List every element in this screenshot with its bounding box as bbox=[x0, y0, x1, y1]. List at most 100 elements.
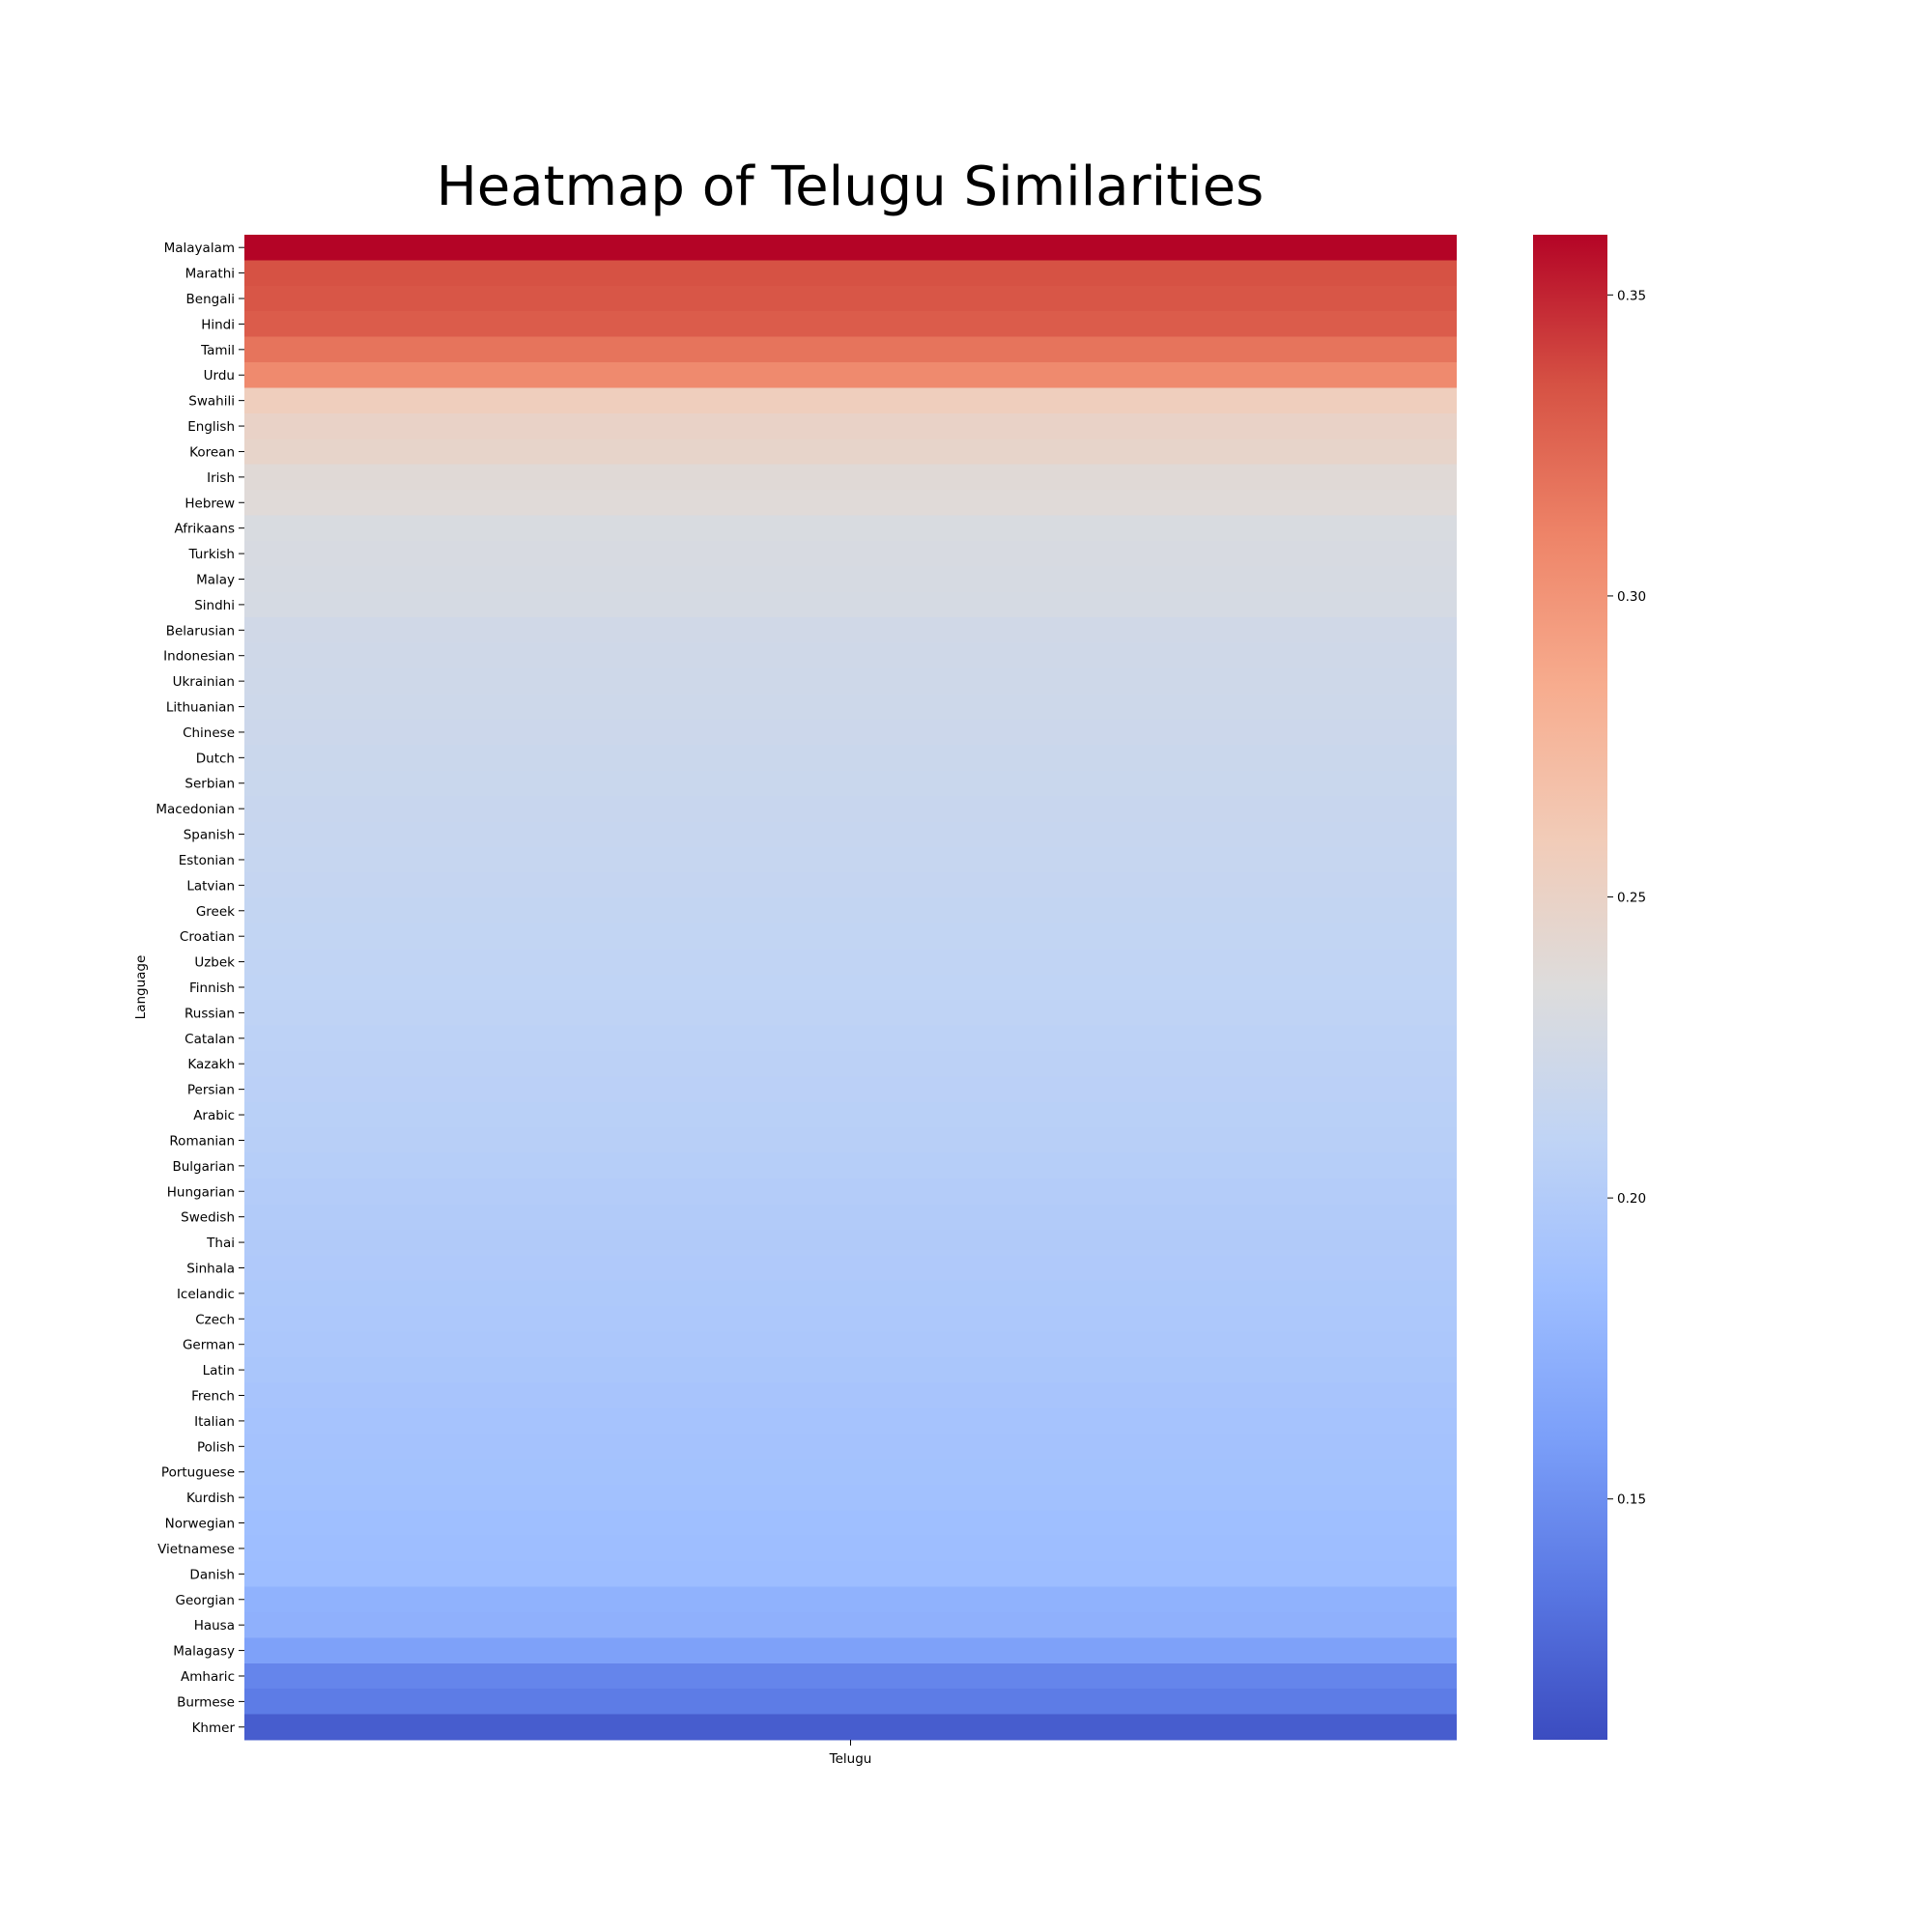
heatmap-cell bbox=[244, 1611, 1457, 1638]
y-tick-label: Swahili bbox=[188, 394, 235, 410]
heatmap-cell bbox=[244, 846, 1457, 873]
y-tick-label: Afrikaans bbox=[174, 522, 235, 537]
y-tick-label: Sinhala bbox=[186, 1261, 235, 1276]
y-axis-ticks: Malayalam Marathi Bengali Hindi Tamil Urdu Swa… bbox=[156, 241, 244, 1736]
heatmap-cell bbox=[244, 949, 1457, 976]
heatmap-cell bbox=[244, 1127, 1457, 1154]
y-tick-label: Hausa bbox=[194, 1618, 235, 1634]
heatmap-cells bbox=[244, 235, 1457, 1741]
y-tick-label: Portuguese bbox=[161, 1465, 235, 1481]
y-tick-label: Ukrainian bbox=[173, 674, 235, 690]
y-tick-label: Bulgarian bbox=[172, 1159, 235, 1175]
heatmap-cell bbox=[244, 285, 1457, 312]
y-tick-label: Romanian bbox=[169, 1133, 235, 1149]
y-tick-label: Korean bbox=[189, 444, 235, 460]
y-tick-label: Hungarian bbox=[167, 1184, 235, 1200]
heatmap-cell bbox=[244, 770, 1457, 797]
y-tick-label: Uzbek bbox=[194, 955, 235, 971]
y-tick-label: Malay bbox=[196, 572, 235, 587]
heatmap-cell bbox=[244, 617, 1457, 644]
y-tick-label: Turkish bbox=[188, 547, 235, 562]
y-tick-label: Hindi bbox=[201, 317, 235, 332]
y-tick-label: Czech bbox=[195, 1312, 235, 1327]
y-tick-label: Kurdish bbox=[186, 1491, 235, 1506]
heatmap-cell bbox=[244, 591, 1457, 618]
heatmap-cell bbox=[244, 897, 1457, 924]
y-tick-label: Georgian bbox=[176, 1593, 236, 1608]
heatmap-cell bbox=[244, 235, 1457, 262]
y-tick-label: Spanish bbox=[184, 828, 235, 843]
y-tick-label: Croatian bbox=[180, 929, 235, 945]
y-axis-label: Language bbox=[133, 955, 149, 1020]
heatmap-cell bbox=[244, 1434, 1457, 1461]
y-tick-label: Indonesian bbox=[163, 649, 235, 665]
y-tick-label: Thai bbox=[206, 1236, 235, 1251]
colorbar-tick-label: 0.30 bbox=[1617, 589, 1646, 605]
y-tick-label: Urdu bbox=[204, 368, 235, 384]
y-tick-label: Finnish bbox=[189, 980, 235, 996]
heatmap-cell bbox=[244, 1356, 1457, 1383]
heatmap-cell bbox=[244, 1152, 1457, 1179]
y-tick-label: Hebrew bbox=[185, 496, 235, 511]
heatmap-cell bbox=[244, 1101, 1457, 1128]
y-tick-label: Belarusian bbox=[166, 623, 235, 639]
heatmap-cell bbox=[244, 795, 1457, 822]
y-tick-label: Lithuanian bbox=[166, 700, 235, 716]
y-tick-label: Latin bbox=[203, 1363, 235, 1378]
heatmap-cell bbox=[244, 1459, 1457, 1486]
heatmap-cell bbox=[244, 260, 1457, 287]
colorbar-tick-label: 0.35 bbox=[1617, 288, 1646, 303]
heatmap-cell bbox=[244, 1306, 1457, 1333]
heatmap-cell bbox=[244, 566, 1457, 593]
heatmap-cell bbox=[244, 1255, 1457, 1282]
colorbar bbox=[1533, 235, 1607, 1740]
y-tick-label: Malagasy bbox=[173, 1644, 235, 1660]
heatmap-cell bbox=[244, 1229, 1457, 1256]
heatmap-cell bbox=[244, 1662, 1457, 1690]
heatmap-cell bbox=[244, 439, 1457, 466]
x-tick-label: Telugu bbox=[829, 1751, 872, 1767]
y-tick-label: Swedish bbox=[181, 1210, 235, 1226]
y-tick-label: Marathi bbox=[185, 267, 235, 282]
y-tick-label: Polish bbox=[197, 1439, 235, 1455]
heatmap-cell bbox=[244, 1561, 1457, 1588]
heatmap-cell bbox=[244, 694, 1457, 721]
y-tick-label: Burmese bbox=[177, 1694, 235, 1710]
heatmap-cell bbox=[244, 1179, 1457, 1206]
y-tick-label: Persian bbox=[187, 1083, 235, 1098]
y-tick-label: Latvian bbox=[186, 878, 235, 894]
y-tick-label: Bengali bbox=[186, 292, 235, 307]
heatmap-cell bbox=[244, 1000, 1457, 1027]
y-tick-label: Italian bbox=[194, 1414, 235, 1430]
heatmap-cell bbox=[244, 1076, 1457, 1103]
heatmap-cell bbox=[244, 362, 1457, 389]
heatmap-cell bbox=[244, 668, 1457, 695]
y-tick-label: Irish bbox=[207, 470, 235, 486]
heatmap-cell bbox=[244, 1331, 1457, 1358]
heatmap-cell bbox=[244, 1484, 1457, 1511]
heatmap-cell bbox=[244, 1637, 1457, 1664]
x-axis-ticks: Telugu bbox=[829, 1740, 872, 1767]
y-tick-label: English bbox=[187, 419, 235, 435]
y-tick-label: Vietnamese bbox=[157, 1542, 235, 1557]
y-tick-label: Serbian bbox=[185, 777, 235, 792]
heatmap-cell bbox=[244, 1586, 1457, 1613]
y-tick-label: Danish bbox=[189, 1567, 235, 1582]
colorbar-tick-label: 0.15 bbox=[1617, 1492, 1646, 1508]
heatmap-cell bbox=[244, 515, 1457, 542]
y-tick-label: Malayalam bbox=[164, 241, 235, 256]
heatmap-cell bbox=[244, 1407, 1457, 1435]
heatmap-cell bbox=[244, 1051, 1457, 1078]
heatmap-cell bbox=[244, 1714, 1457, 1741]
colorbar-tick-label: 0.25 bbox=[1617, 891, 1646, 906]
heatmap-cell bbox=[244, 1510, 1457, 1537]
heatmap-cell bbox=[244, 387, 1457, 414]
heatmap-cell bbox=[244, 719, 1457, 746]
heatmap-cell bbox=[244, 642, 1457, 669]
y-tick-label: Sindhi bbox=[194, 598, 235, 613]
heatmap-cell bbox=[244, 412, 1457, 440]
y-tick-label: Icelandic bbox=[177, 1287, 235, 1302]
chart-title: Heatmap of Telugu Similarities bbox=[437, 156, 1264, 218]
